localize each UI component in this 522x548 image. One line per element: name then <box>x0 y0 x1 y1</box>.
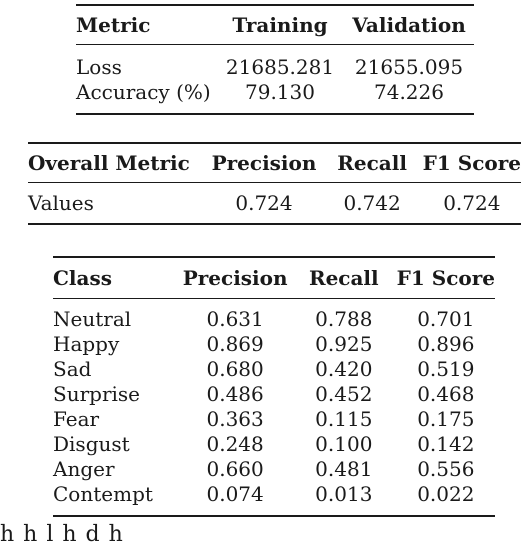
table-cell: Contempt <box>53 482 153 506</box>
table-cell: 0.869 <box>206 332 264 356</box>
table-cell: 0.660 <box>206 457 264 481</box>
table-cell: Sad <box>53 357 92 381</box>
table-cell: Surprise <box>53 382 141 406</box>
column-header-validation: Validation <box>352 12 466 37</box>
column-header-f1-score: F1 Score <box>422 150 521 175</box>
column-header-class: Class <box>53 265 112 290</box>
table-row: Surprise 0.486 0.452 0.468 <box>53 382 495 407</box>
table-cell: 21685.281 <box>225 55 335 79</box>
loss-accuracy-table: Metric Training Validation Loss 21685.28… <box>76 4 474 115</box>
column-header-recall: Recall <box>337 150 407 175</box>
table-cell: 0.486 <box>206 382 264 406</box>
table-header-row: Metric Training Validation <box>76 5 474 45</box>
table-cell: Fear <box>53 407 100 431</box>
table-cell: 0.175 <box>417 407 475 431</box>
column-header-precision: Precision <box>211 150 317 175</box>
table-cell: 0.701 <box>417 307 475 331</box>
table-row: Loss 21685.281 21655.095 <box>76 45 474 81</box>
table-row: Fear 0.363 0.115 0.175 <box>53 407 495 432</box>
table-cell: 0.142 <box>417 432 475 456</box>
table-row: Anger 0.660 0.481 0.556 <box>53 457 495 482</box>
column-header-f1-score: F1 Score <box>396 265 495 290</box>
column-header-precision: Precision <box>182 265 288 290</box>
table-cell: 0.420 <box>315 357 373 381</box>
column-header-training: Training <box>232 12 328 37</box>
table-row: Contempt 0.074 0.013 0.022 <box>53 482 495 516</box>
table-cell: 0.724 <box>235 190 293 215</box>
table-header-row: Overall Metric Precision Recall F1 Score <box>28 143 521 183</box>
table-cell: 0.363 <box>206 407 264 431</box>
table-cell: 0.468 <box>417 382 475 406</box>
table-cell: 0.519 <box>417 357 475 381</box>
table-cell: 0.013 <box>315 482 373 506</box>
table-cell: 0.481 <box>315 457 373 481</box>
table-cell: Anger <box>53 457 115 481</box>
table-cell: 0.556 <box>417 457 475 481</box>
table-cell: 0.074 <box>206 482 264 506</box>
table-cell: Accuracy (%) <box>76 80 211 104</box>
column-header-recall: Recall <box>308 265 379 290</box>
table-row: Happy 0.869 0.925 0.896 <box>53 332 495 357</box>
column-header-overall-metric: Overall Metric <box>28 150 190 175</box>
table-cell: 0.452 <box>315 382 373 406</box>
per-class-metric-table: Class Precision Recall F1 Score Neutral … <box>53 256 495 517</box>
table-cell: Loss <box>76 55 122 79</box>
table-cell: 0.115 <box>315 407 373 431</box>
cut-off-body-text: h h l h d h <box>0 522 124 547</box>
table-row: Accuracy (%) 79.130 74.226 <box>76 80 474 114</box>
table-cell: 0.100 <box>315 432 373 456</box>
table-cell: 0.022 <box>417 482 475 506</box>
overall-metric-table: Overall Metric Precision Recall F1 Score… <box>28 142 521 225</box>
table-cell: 0.248 <box>206 432 264 456</box>
table-row: Disgust 0.248 0.100 0.142 <box>53 432 495 457</box>
table-cell: 0.631 <box>206 307 264 331</box>
table-row: Neutral 0.631 0.788 0.701 <box>53 299 495 333</box>
table-cell: 21655.095 <box>354 55 464 79</box>
table-cell: Neutral <box>53 307 132 331</box>
table-cell: 0.742 <box>343 190 401 215</box>
table-cell: Values <box>28 190 94 215</box>
table-cell: 0.724 <box>443 190 501 215</box>
table-cell: 74.226 <box>374 80 444 104</box>
table-cell: 0.680 <box>206 357 264 381</box>
table-cell: 0.925 <box>315 332 373 356</box>
column-header-metric: Metric <box>76 12 151 37</box>
table-cell: Disgust <box>53 432 130 456</box>
table-cell: 79.130 <box>245 80 315 104</box>
table-cell: 0.788 <box>315 307 373 331</box>
table-row: Sad 0.680 0.420 0.519 <box>53 357 495 382</box>
table-cell: Happy <box>53 332 120 356</box>
table-row: Values 0.724 0.742 0.724 <box>28 183 521 224</box>
table-header-row: Class Precision Recall F1 Score <box>53 257 495 299</box>
table-cell: 0.896 <box>417 332 475 356</box>
